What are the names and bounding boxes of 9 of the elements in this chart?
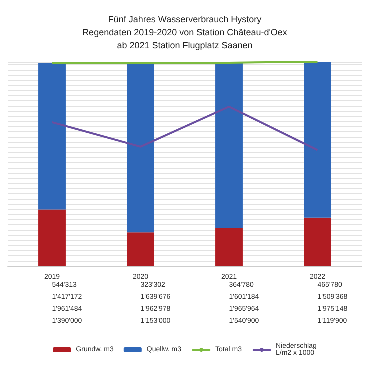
bar — [304, 218, 332, 266]
bar — [216, 228, 243, 266]
bar — [127, 63, 154, 233]
bar — [216, 62, 243, 228]
bar — [127, 232, 154, 266]
bar — [304, 62, 332, 218]
text: Fünf Jahres Wasserverbrauch Hystory Regendaten 2019-2020 von Station Château-d'Oex ab 2021 Station Flugplatz Saanen — [82, 14, 288, 50]
bar — [38, 210, 66, 266]
bar — [38, 63, 66, 210]
